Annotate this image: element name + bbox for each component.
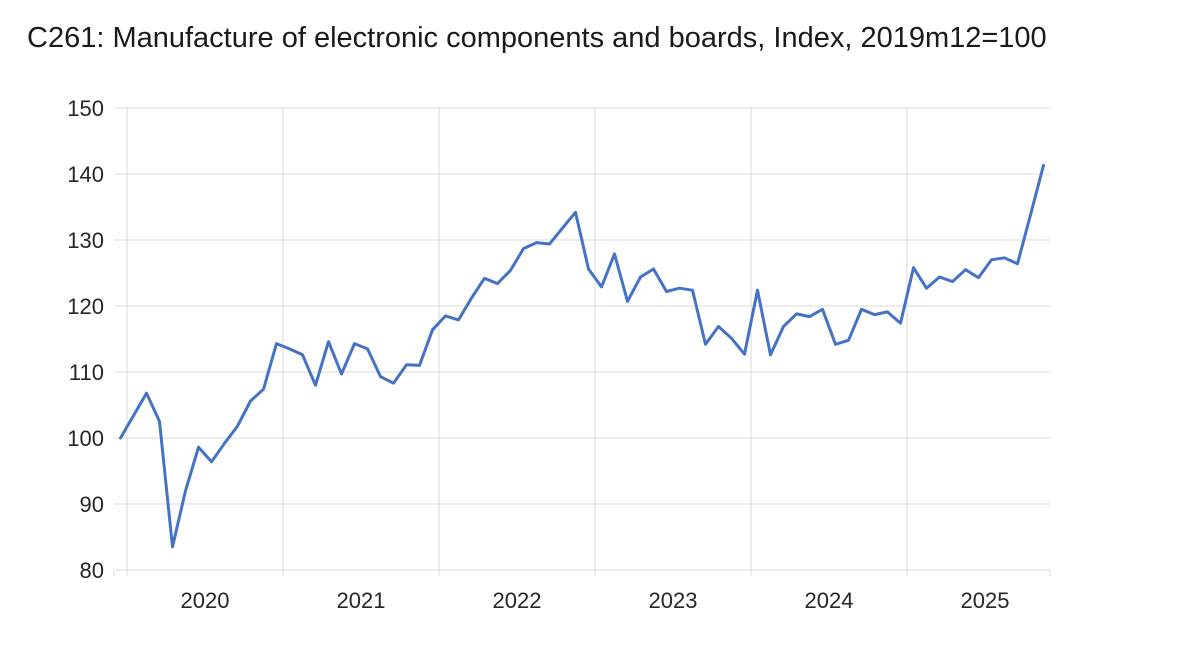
- y-axis-label: 140: [67, 162, 104, 187]
- vertical-gridlines: [126, 108, 908, 570]
- x-axis-label: 2024: [805, 588, 854, 613]
- horizontal-gridlines: [114, 107, 1050, 571]
- y-axis-label: 90: [80, 492, 104, 517]
- index-line-series: [119, 163, 1045, 549]
- y-axis-label: 130: [67, 228, 104, 253]
- y-axis-label: 120: [67, 294, 104, 319]
- x-axis-labels: 2020 2021 2022 2023 2024 2025: [181, 588, 1010, 613]
- y-axis-labels: 80 90 100 110 120 130 140 150: [67, 96, 104, 583]
- y-axis-label: 80: [80, 558, 104, 583]
- x-axis-ticks: [113, 570, 1051, 576]
- chart-title: C261: Manufacture of electronic componen…: [27, 22, 1047, 54]
- x-axis-label: 2025: [961, 588, 1010, 613]
- y-axis-label: 150: [67, 96, 104, 121]
- x-axis-label: 2022: [493, 588, 542, 613]
- y-axis-label: 110: [69, 360, 104, 385]
- y-axis-label: 100: [67, 426, 104, 451]
- x-axis-label: 2021: [337, 588, 386, 613]
- data-series: [119, 163, 1045, 549]
- x-axis-label: 2020: [181, 588, 230, 613]
- x-axis-label: 2023: [649, 588, 698, 613]
